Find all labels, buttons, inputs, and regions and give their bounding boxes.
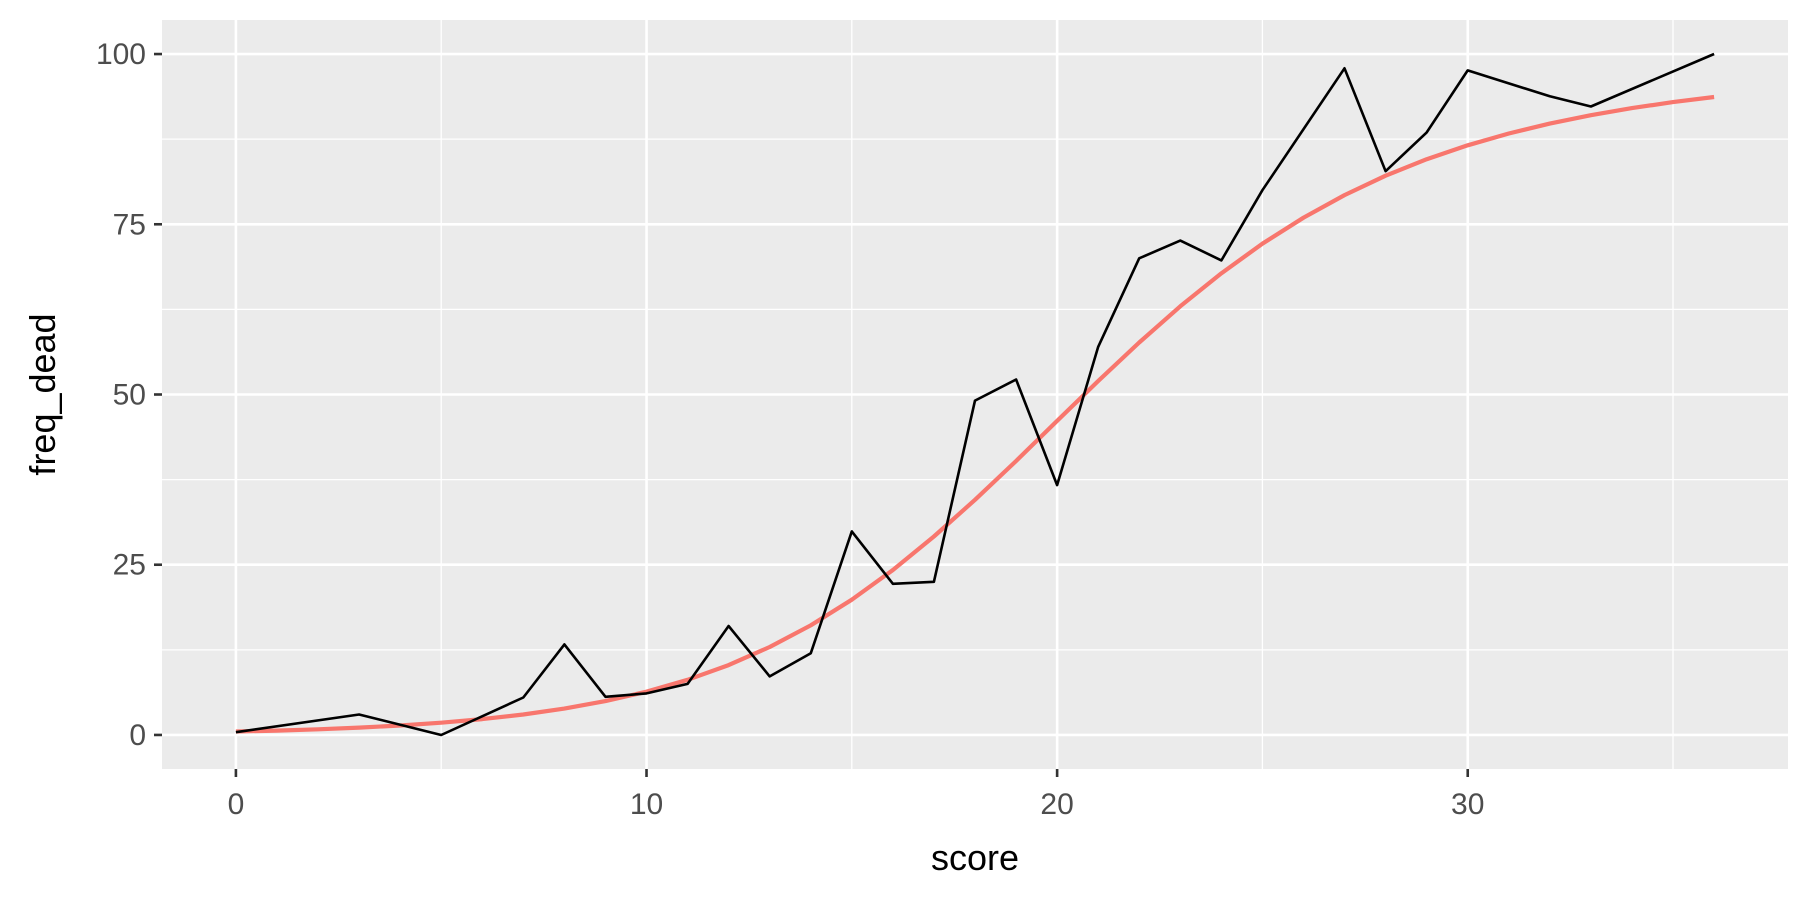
x-tick-label: 20	[1040, 788, 1073, 821]
x-tick-label: 10	[630, 788, 663, 821]
observed-series-line	[235, 52, 1715, 737]
x-tick-label: 30	[1451, 788, 1484, 821]
y-axis: 0 25 50 75 100	[96, 38, 162, 752]
x-axis-title: score	[931, 837, 1019, 878]
y-tick-label: 50	[113, 379, 146, 412]
y-tick-label: 100	[96, 38, 146, 71]
x-tick-label: 0	[228, 788, 245, 821]
y-tick-label: 0	[129, 719, 146, 752]
y-axis-title: freq_dead	[22, 313, 63, 475]
series-layer	[235, 52, 1715, 737]
major-gridlines	[162, 20, 1788, 769]
x-axis: 0 10 20 30	[228, 769, 1484, 821]
y-tick-label: 75	[113, 208, 146, 241]
fitted-curve-line	[235, 94, 1715, 734]
y-tick-label: 25	[113, 549, 146, 582]
